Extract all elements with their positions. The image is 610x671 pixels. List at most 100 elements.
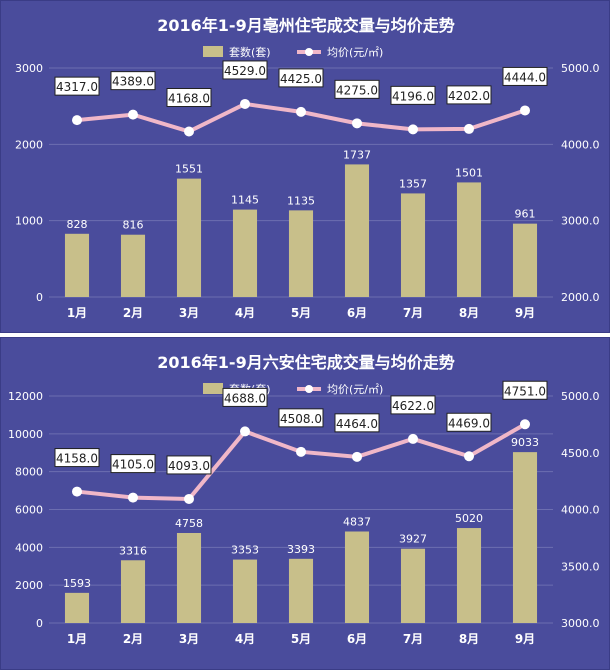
y-right-tick-label: 3000.0 xyxy=(561,617,600,630)
bar-value-label: 4837 xyxy=(343,516,371,529)
price-label-box xyxy=(446,412,492,432)
price-point-6 xyxy=(352,118,362,129)
bar-value-label: 1501 xyxy=(455,166,483,179)
y-right-tick-label: 5000.0 xyxy=(561,62,600,75)
y-left-tick-label: 0 xyxy=(36,617,43,630)
y-right-tick-label: 4000.0 xyxy=(561,504,600,517)
price-point-1 xyxy=(72,486,82,497)
x-tick-label: 8月 xyxy=(459,632,479,646)
x-tick-label: 1月 xyxy=(67,632,87,646)
price-label-box xyxy=(110,71,156,91)
bar-value-label: 5020 xyxy=(455,512,483,525)
y-right-tick-label: 5000.0 xyxy=(561,390,600,403)
price-point-9 xyxy=(520,419,530,430)
bar-8 xyxy=(456,182,482,297)
price-point-3 xyxy=(184,493,194,504)
bar-value-label: 3316 xyxy=(119,544,147,557)
bar-value-label: 3353 xyxy=(231,544,259,557)
price-point-8 xyxy=(464,451,474,462)
legend-marker-line xyxy=(305,385,313,393)
y-right-tick-label: 3000.0 xyxy=(561,215,600,228)
bar-value-label: 1135 xyxy=(287,194,315,207)
bar-value-label: 1145 xyxy=(231,194,259,207)
price-label-box xyxy=(278,408,324,428)
price-point-2 xyxy=(128,492,138,503)
bar-1 xyxy=(64,592,90,623)
y-left-tick-label: 2000 xyxy=(15,138,43,151)
y-left-tick-label: 1000 xyxy=(15,215,43,228)
y-left-tick-label: 2000 xyxy=(15,579,43,592)
x-tick-label: 4月 xyxy=(235,632,255,646)
price-label-box xyxy=(278,68,324,88)
price-label-box xyxy=(166,455,212,475)
price-value-label: 4168.0 xyxy=(168,92,210,106)
x-tick-label: 5月 xyxy=(291,632,311,646)
price-value-label: 4508.0 xyxy=(280,412,322,426)
x-tick-label: 3月 xyxy=(179,306,199,320)
price-point-7 xyxy=(408,124,418,135)
y-left-tick-label: 6000 xyxy=(15,504,43,517)
price-value-label: 4444.0 xyxy=(504,70,546,84)
x-tick-label: 7月 xyxy=(403,306,423,320)
price-point-8 xyxy=(464,123,474,134)
price-value-label: 4389.0 xyxy=(112,75,154,89)
bar-2 xyxy=(120,560,146,623)
bar-4 xyxy=(232,209,258,297)
y-left-tick-label: 12000 xyxy=(8,390,43,403)
price-label-box xyxy=(54,448,100,468)
y-right-tick-label: 2000.0 xyxy=(561,291,600,304)
chart-luan: 2016年1-9月六安住宅成交量与均价走势套数(套)均价(元/㎡)0200040… xyxy=(8,353,600,646)
price-value-label: 4529.0 xyxy=(224,64,266,78)
bar-value-label: 961 xyxy=(515,208,536,221)
x-tick-label: 2月 xyxy=(123,306,143,320)
price-value-label: 4464.0 xyxy=(336,417,378,431)
price-label-box xyxy=(502,380,548,400)
bar-9 xyxy=(512,452,538,623)
legend-swatch-bar xyxy=(203,46,223,57)
bar-5 xyxy=(288,210,314,297)
price-value-label: 4275.0 xyxy=(336,83,378,97)
price-point-1 xyxy=(72,115,82,126)
bar-value-label: 816 xyxy=(123,219,144,232)
price-label-box xyxy=(222,60,268,80)
x-tick-label: 1月 xyxy=(67,306,87,320)
bar-6 xyxy=(344,531,370,623)
price-point-5 xyxy=(296,106,306,117)
y-right-tick-label: 4500.0 xyxy=(561,447,600,460)
bar-2 xyxy=(120,234,146,297)
price-label-box xyxy=(446,85,492,105)
bar-3 xyxy=(176,532,202,623)
price-value-label: 4105.0 xyxy=(112,458,154,472)
price-label-box xyxy=(390,395,436,415)
legend-marker-line xyxy=(305,48,313,56)
legend-label-bar: 套数(套) xyxy=(229,46,271,59)
legend-label-line: 均价(元/㎡) xyxy=(327,46,383,59)
bar-value-label: 4758 xyxy=(175,517,203,530)
x-tick-label: 7月 xyxy=(403,632,423,646)
price-value-label: 4158.0 xyxy=(56,452,98,466)
price-value-label: 4688.0 xyxy=(224,391,266,405)
chart-panel-bozhou: 2016年1-9月亳州住宅成交量与均价走势 套数(套) 均价(元/㎡) 0 1000 20… xyxy=(0,0,610,333)
bar-8 xyxy=(456,528,482,623)
price-value-label: 4622.0 xyxy=(392,399,434,413)
price-label-box xyxy=(110,454,156,474)
bar-value-label: 1593 xyxy=(63,577,91,590)
bar-4 xyxy=(232,559,258,623)
chart-title: 2016年1-9月亳州住宅成交量与均价走势 xyxy=(157,16,454,35)
price-point-2 xyxy=(128,109,138,120)
x-tick-label: 4月 xyxy=(235,306,255,320)
y-right-tick-label: 4000.0 xyxy=(561,138,600,151)
price-label-box xyxy=(334,413,380,433)
x-tick-label: 6月 xyxy=(347,306,367,320)
price-label-box xyxy=(390,85,436,105)
y-left-tick-label: 8000 xyxy=(15,466,43,479)
x-tick-label: 9月 xyxy=(515,306,535,320)
bar-7 xyxy=(400,193,426,297)
y-right-tick-label: 3500.0 xyxy=(561,560,600,573)
bar-value-label: 1551 xyxy=(175,163,203,176)
legend-label-line: 均价(元/㎡) xyxy=(327,383,383,396)
y-left-tick-label: 3000 xyxy=(15,62,43,75)
bar-value-label: 1737 xyxy=(343,148,371,161)
bar-6 xyxy=(344,164,370,297)
